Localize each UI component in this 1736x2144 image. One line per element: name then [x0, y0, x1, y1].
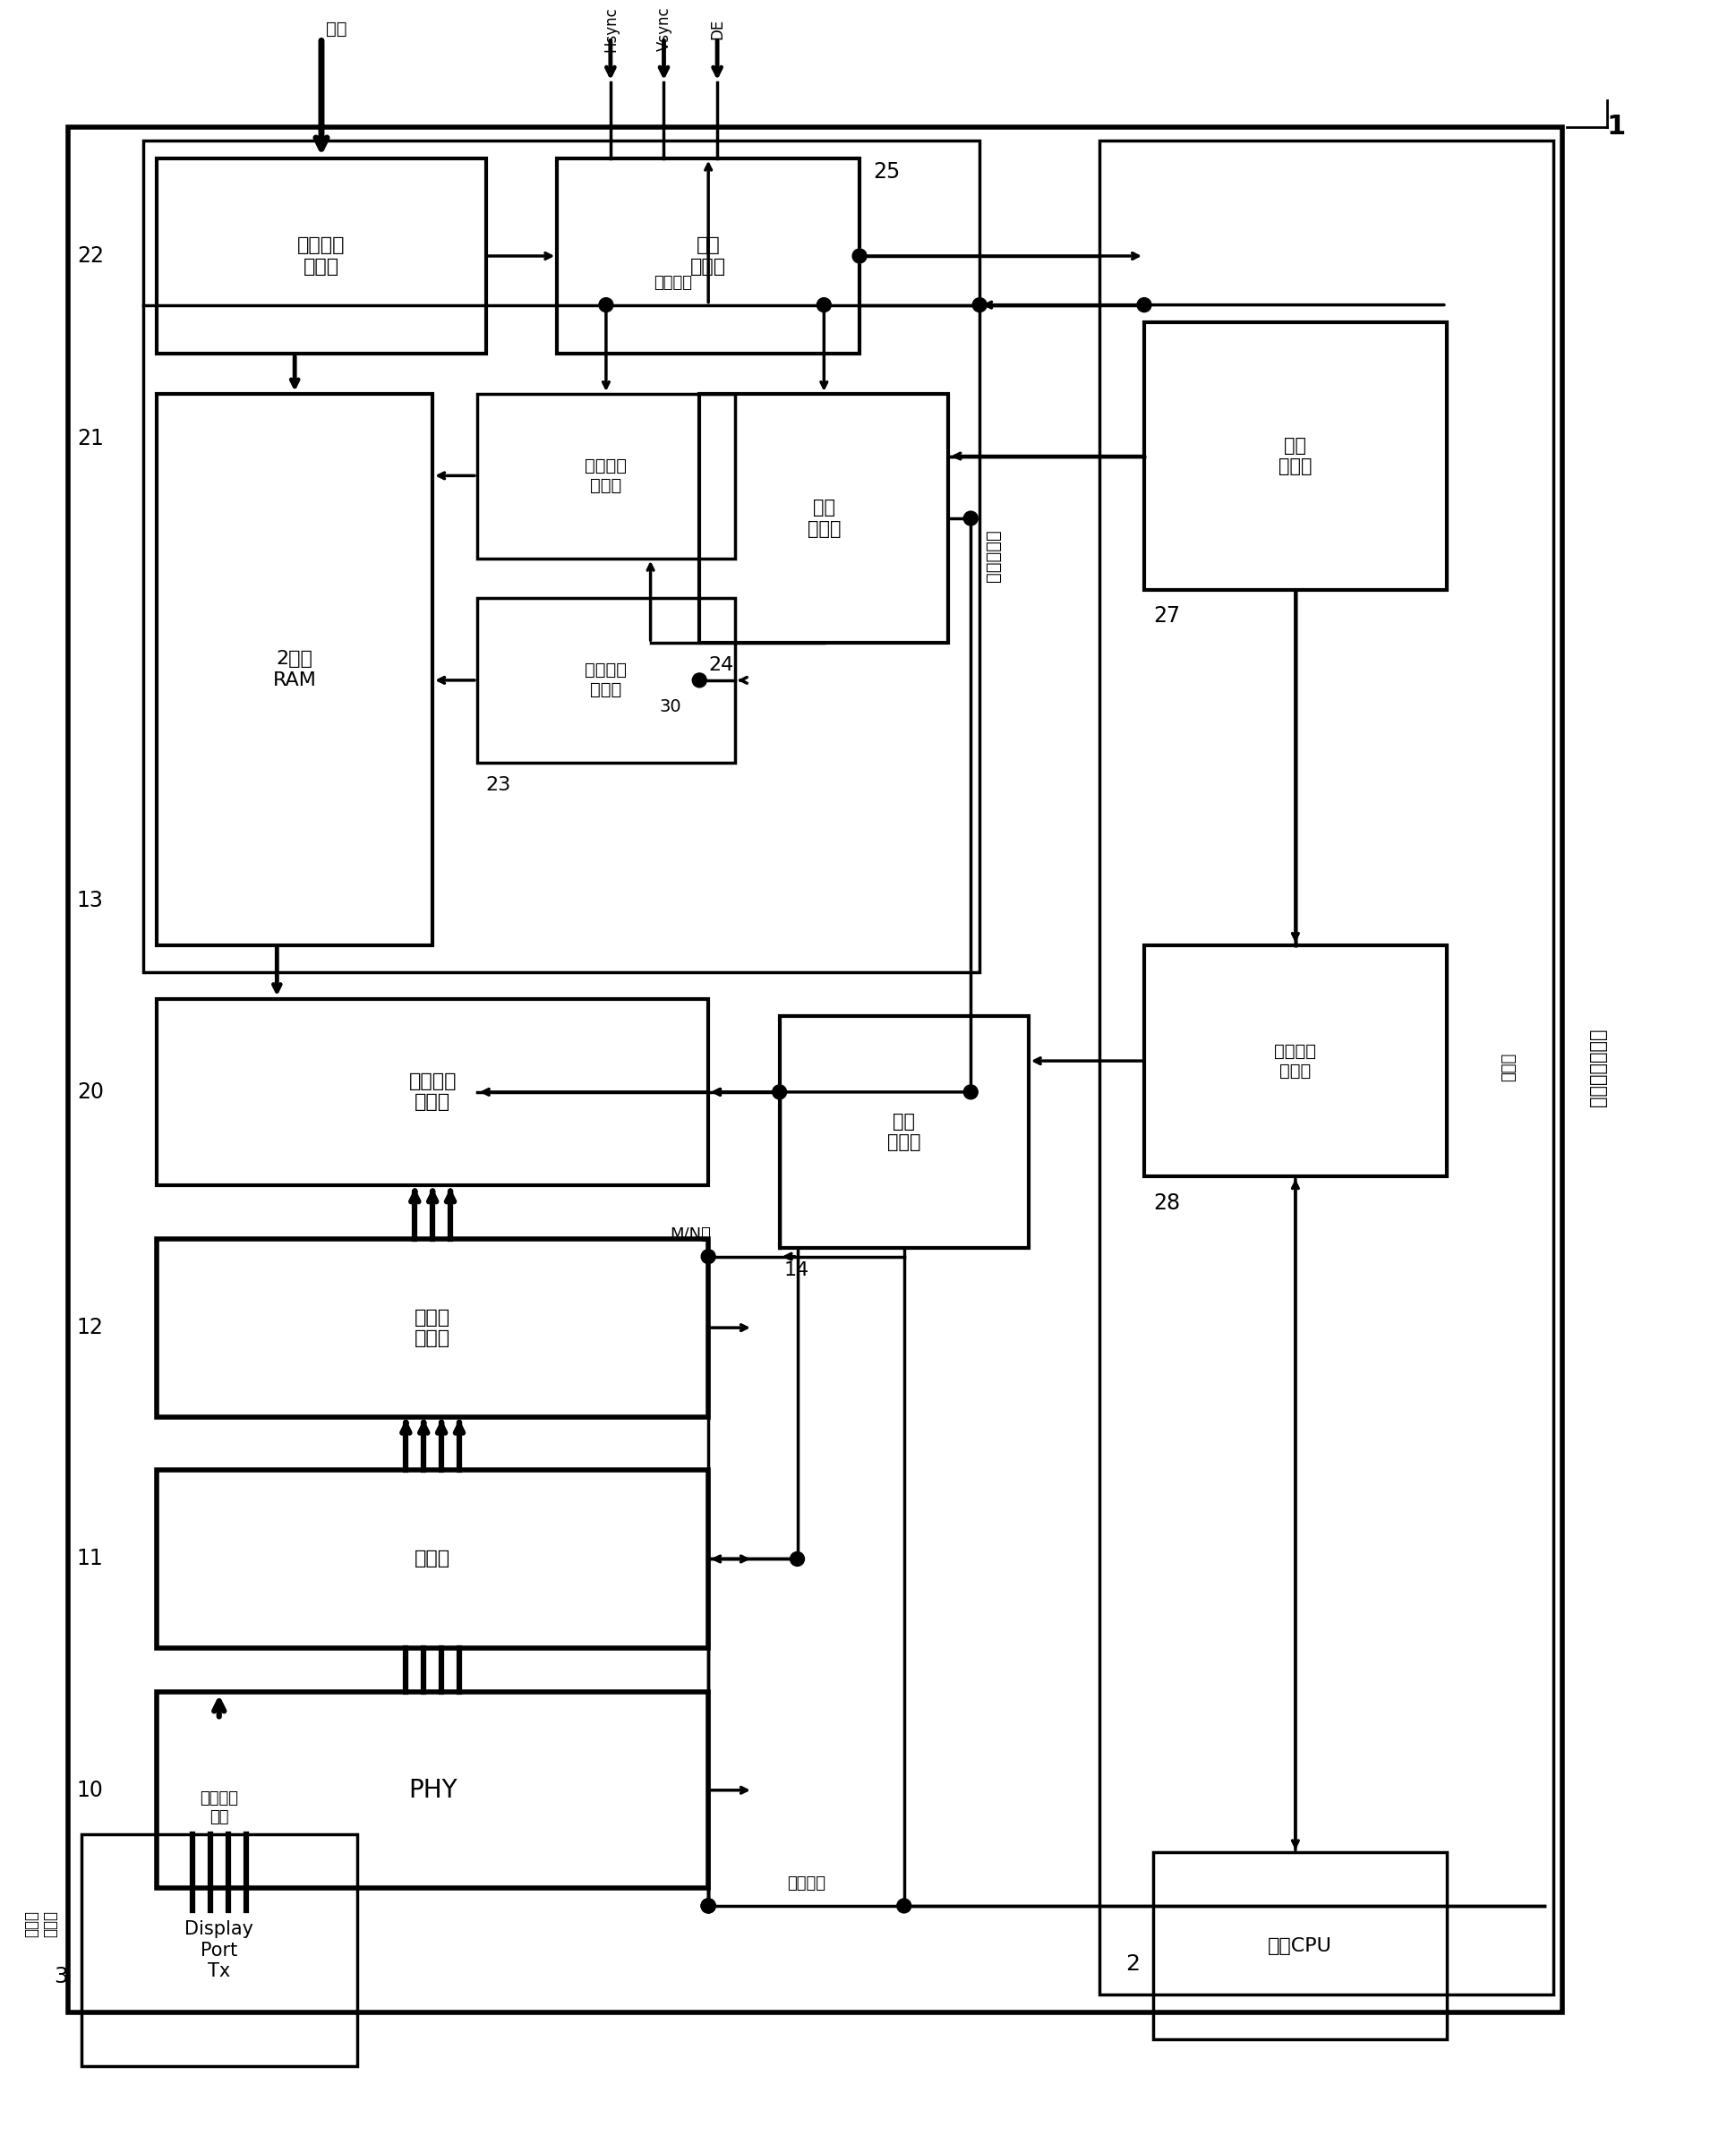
Text: 1: 1	[1606, 114, 1625, 139]
Circle shape	[701, 1900, 715, 1912]
Text: 20: 20	[76, 1081, 104, 1102]
Text: 读出数据
处理部: 读出数据 处理部	[297, 236, 345, 274]
Text: 30: 30	[660, 699, 681, 716]
Text: 10: 10	[76, 1780, 104, 1801]
Circle shape	[790, 1552, 804, 1565]
Text: 写入数据
处理部: 写入数据 处理部	[408, 1072, 457, 1111]
Bar	[156, 1471, 708, 1649]
Text: 2端口
RAM: 2端口 RAM	[273, 650, 316, 688]
Text: 显示端
口传输: 显示端 口传输	[24, 1910, 59, 1936]
Circle shape	[972, 298, 986, 313]
Text: 视频处理部: 视频处理部	[984, 530, 1002, 581]
Text: 主机CPU: 主机CPU	[1267, 1936, 1332, 1955]
Text: 显示端口接收部: 显示端口接收部	[1588, 1027, 1606, 1106]
Circle shape	[896, 1900, 911, 1912]
Circle shape	[852, 249, 866, 264]
Bar	[1099, 139, 1552, 1994]
Text: 时钟参数
调整部: 时钟参数 调整部	[1274, 1042, 1316, 1078]
Bar	[68, 126, 1561, 2013]
Circle shape	[693, 673, 707, 688]
Text: 11: 11	[76, 1548, 104, 1569]
Circle shape	[1137, 298, 1151, 313]
Text: 写入时钟: 写入时钟	[786, 1876, 825, 1891]
Text: 27: 27	[1153, 605, 1179, 626]
Text: 21: 21	[76, 427, 104, 448]
Circle shape	[701, 1900, 715, 1912]
Text: Vsync: Vsync	[656, 6, 672, 51]
Bar	[477, 598, 734, 763]
Text: Hsync: Hsync	[602, 6, 618, 51]
Text: M/N值: M/N值	[670, 1226, 710, 1241]
Text: 2: 2	[1125, 1953, 1139, 1975]
Text: Display
Port
Tx: Display Port Tx	[184, 1921, 253, 1981]
Text: 12: 12	[76, 1316, 104, 1338]
Text: 显示端口
传输: 显示端口 传输	[200, 1790, 238, 1825]
Text: 同步
生成部: 同步 生成部	[689, 236, 726, 274]
Bar	[156, 999, 708, 1186]
Bar	[156, 1239, 708, 1417]
Text: PHY: PHY	[408, 1777, 457, 1803]
Text: 22: 22	[76, 244, 104, 266]
Text: 23: 23	[486, 776, 510, 793]
Text: 14: 14	[783, 1261, 809, 1278]
Text: 写入地址
控制部: 写入地址 控制部	[585, 662, 627, 699]
Text: 读出时钟: 读出时钟	[653, 274, 691, 292]
Text: 13: 13	[76, 890, 104, 911]
Text: 数据: 数据	[326, 21, 347, 39]
Bar	[144, 139, 979, 971]
Text: 时钟
生成部: 时钟 生成部	[887, 1113, 920, 1151]
Text: DE: DE	[708, 19, 726, 39]
Bar	[557, 159, 859, 354]
Bar	[477, 394, 734, 557]
Text: 周期
比较器: 周期 比较器	[807, 500, 840, 538]
Circle shape	[816, 298, 830, 313]
Text: 读出地址
控制部: 读出地址 控制部	[585, 457, 627, 493]
Bar	[1144, 324, 1446, 590]
Circle shape	[701, 1900, 715, 1912]
Bar	[779, 1016, 1028, 1248]
Bar	[700, 394, 948, 643]
Circle shape	[963, 1085, 977, 1100]
Text: 数据包
接收部: 数据包 接收部	[415, 1308, 450, 1346]
Text: 28: 28	[1153, 1192, 1179, 1214]
Bar	[156, 1692, 708, 1889]
Text: 25: 25	[873, 161, 899, 182]
Circle shape	[963, 510, 977, 525]
Text: 控制部: 控制部	[1500, 1053, 1516, 1081]
Circle shape	[701, 1250, 715, 1263]
Bar	[156, 394, 432, 946]
Circle shape	[773, 1085, 786, 1100]
Circle shape	[599, 298, 613, 313]
Text: 解码部: 解码部	[415, 1550, 450, 1567]
Bar	[156, 159, 486, 354]
Bar	[1153, 1852, 1446, 2039]
Text: 区域
判定部: 区域 判定部	[1278, 437, 1311, 476]
Text: 3: 3	[54, 1966, 68, 1987]
Bar	[1144, 946, 1446, 1177]
Bar	[82, 1835, 358, 2067]
Text: 24: 24	[708, 656, 733, 673]
